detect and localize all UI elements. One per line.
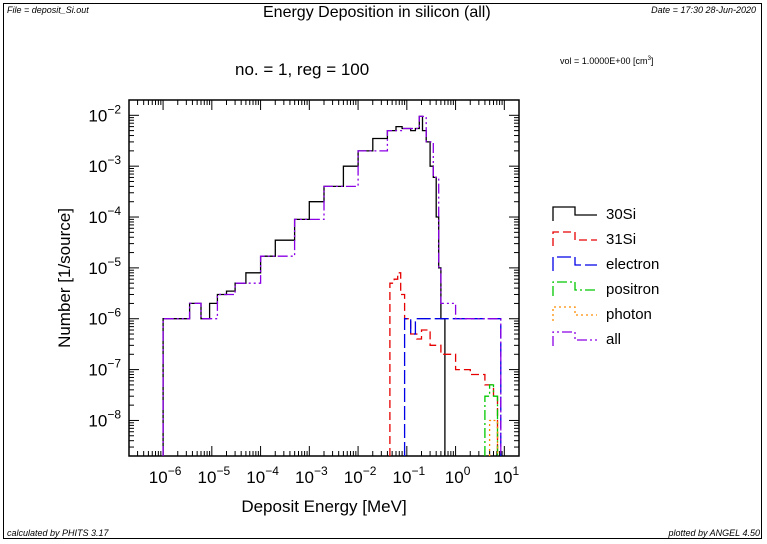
legend-swatch-31Si xyxy=(552,231,597,246)
y-tick-label: 10−4 xyxy=(88,204,121,227)
volume-suffix: ] xyxy=(650,56,654,66)
series-line-31Si xyxy=(389,272,499,456)
plot-frame xyxy=(3,3,762,539)
legend-swatch-30Si xyxy=(552,206,597,221)
chart-subtitle: no. = 1, reg = 100 xyxy=(235,60,370,79)
x-tick-label: 10−5 xyxy=(198,464,231,487)
legend-label-31Si: 31Si xyxy=(606,231,636,248)
legend-label-30Si: 30Si xyxy=(606,206,636,223)
x-tick-label: 10−2 xyxy=(344,464,377,487)
x-axis-label: Deposit Energy [MeV] xyxy=(241,497,406,516)
series-line-positron xyxy=(484,384,499,456)
legend-label-all: all xyxy=(606,331,621,348)
y-tick-label: 10−6 xyxy=(88,306,121,329)
series-line-all xyxy=(162,115,502,456)
legend-swatch-all xyxy=(552,331,597,346)
x-tick-label: 10−1 xyxy=(393,464,426,487)
legend-swatch-electron xyxy=(552,256,597,271)
legend-label-electron: electron xyxy=(606,256,659,273)
y-tick-label: 10−2 xyxy=(88,102,121,125)
y-tick-label: 10−8 xyxy=(88,407,121,430)
volume-label: vol = 1.0000E+00 [cm3] xyxy=(560,56,653,66)
date-label: Date = 17:30 28-Jun-2020 xyxy=(651,5,756,15)
legend-label-photon: photon xyxy=(606,306,652,323)
file-label: File = deposit_Si.out xyxy=(7,5,89,15)
x-tick-label: 101 xyxy=(494,464,520,487)
series-line-photon xyxy=(488,419,499,456)
y-axis-label: Number [1/source] xyxy=(55,208,74,348)
legend-label-positron: positron xyxy=(606,281,659,298)
x-tick-label: 10−4 xyxy=(246,464,279,487)
volume-exponent: 3 xyxy=(647,56,651,62)
series-line-30Si xyxy=(162,115,446,456)
chart-title: Energy Deposition in silicon (all) xyxy=(263,4,491,21)
y-tick-label: 10−7 xyxy=(88,357,121,380)
x-tick-label: 100 xyxy=(445,464,471,487)
legend-swatch-photon xyxy=(552,306,597,321)
footer-right: plotted by ANGEL 4.50 xyxy=(668,528,760,538)
x-tick-label: 10−3 xyxy=(295,464,328,487)
y-tick-label: 10−5 xyxy=(88,255,121,278)
legend-swatch-positron xyxy=(552,281,597,296)
footer-left: calculated by PHITS 3.17 xyxy=(7,528,109,538)
x-tick-label: 10−6 xyxy=(149,464,182,487)
volume-text: vol = 1.0000E+00 [cm xyxy=(560,56,648,66)
plot-area xyxy=(128,99,520,457)
y-tick-label: 10−3 xyxy=(88,153,121,176)
